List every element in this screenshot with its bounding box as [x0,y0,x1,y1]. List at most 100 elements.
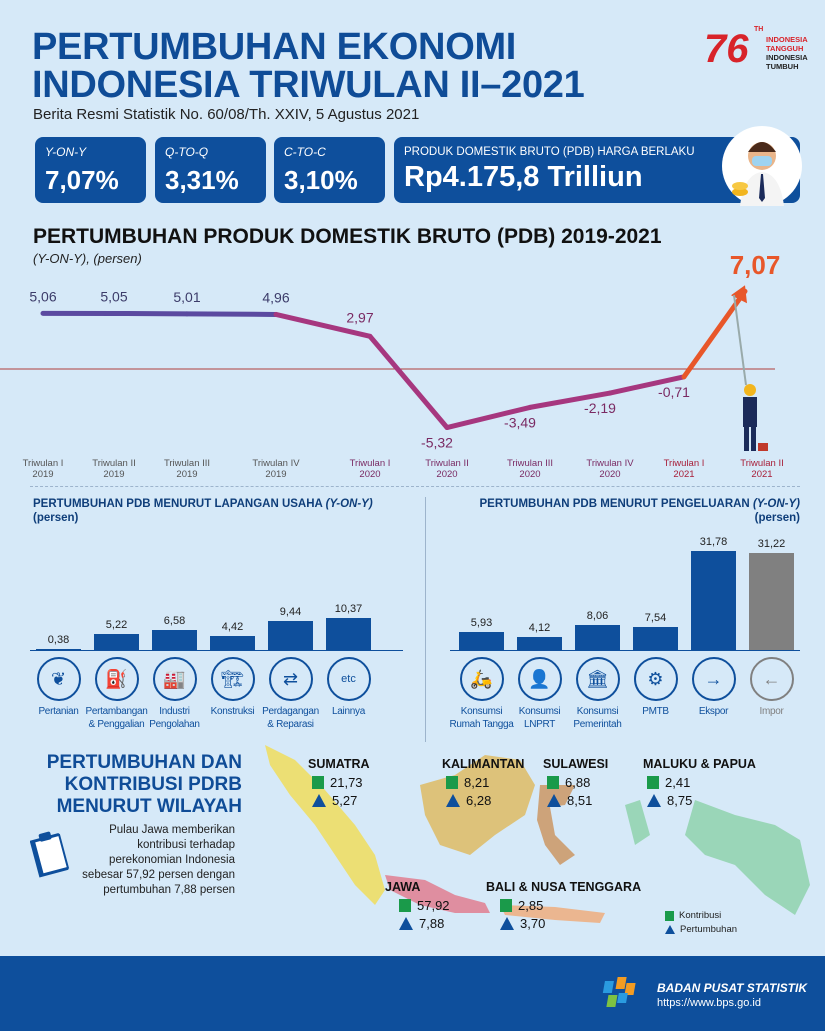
bar [210,636,255,650]
bps-url[interactable]: https://www.bps.go.id [657,997,761,1009]
kontribusi-row: 8,21 [442,775,524,790]
tick-quarter: Triwulan IV [586,458,634,469]
category-label-line: & Reparasi [267,719,314,730]
map-sumatra [265,745,385,905]
masked-businessman-illustration [722,126,802,206]
x-tick-label: Triwulan II 2020 [412,458,482,480]
tick-year: 2019 [265,469,287,480]
category-label: Pertanian [24,705,94,718]
green-square-icon [547,776,559,789]
green-square-icon [446,776,458,789]
category-label-line: Pemerintah [573,719,622,730]
legend-label: Pertumbuhan [680,924,738,935]
expenditure-chart-title: PERTUMBUHAN PDB MENURUT PENGELUARAN (Y-O… [479,497,800,525]
pertumbuhan-value: 6,28 [466,793,492,808]
bar [691,551,736,650]
region-name: SULAWESI [543,757,609,771]
footer [0,956,825,1031]
tick-year: 2019 [176,469,198,480]
data-label: 5,06 [29,288,56,304]
tick-quarter: Triwulan I [349,458,391,469]
line-chart-title: PERTUMBUHAN PRODUK DOMESTIK BRUTO (PDB) … [33,225,662,248]
green-square-icon [647,776,659,789]
bar [459,631,504,650]
legend-label: Kontribusi [679,910,722,921]
sector-chart-title: PERTUMBUHAN PDB MENURUT LAPANGAN USAHA (… [33,497,373,525]
card-label: C-TO-C [284,145,326,159]
title-em: (Y-ON-Y) [752,498,800,510]
bar [749,553,794,650]
logo-text: INDONESIA [766,53,808,62]
category-label-line: Ekspor [698,706,729,717]
category-label: Perdagangan & Reparasi [256,705,326,731]
clipboard-icon [29,828,72,878]
tick-year: 2019 [103,469,125,480]
crane-icon: 🏗 [210,657,255,701]
x-tick-label: Triwulan I 2021 [649,458,719,480]
category-label-line: Pertambangan [85,706,148,717]
map-legend: Kontribusi Pertumbuhan [665,910,737,938]
green-square-icon [312,776,324,789]
line-segment [273,311,373,339]
page-subtitle: Berita Resmi Statistik No. 60/08/Th. XXI… [33,106,420,123]
kontribusi-row: 57,92 [385,898,450,913]
tick-quarter: Triwulan IV [252,458,300,469]
bar-value-label: 4,42 [221,621,244,634]
x-tick-label: Triwulan IV 2019 [241,458,311,480]
logo-text: TANGGUH [766,44,804,53]
unit-label: (persen) [33,512,79,524]
region-maluku-papua: MALUKU & PAPUA 2,41 8,75 [643,757,756,808]
oil-pump-icon: ⛽ [94,657,139,701]
kontribusi-row: 21,73 [308,775,370,790]
bar-value-label: 5,22 [105,618,128,631]
bar-baseline [30,650,403,651]
panel-divider [425,497,426,742]
bar [517,637,562,650]
category-label-line: Pengolahan [149,719,200,730]
pertumbuhan-value: 8,75 [667,793,693,808]
government-building-icon: 🏛 [575,657,620,701]
bar [94,633,139,650]
pertumbuhan-row: 8,51 [543,793,608,808]
data-label: 7,07 [730,250,781,280]
category-label-line: Lainnya [332,706,365,717]
gdp-line-chart: 5,06 5,05 5,01 4,96 2,97 -5,32 -3,49 -2,19 -0,71… [0,250,781,451]
person-icon: 👤 [517,657,562,701]
bar [268,620,313,650]
bar-value-label: 8,06 [586,610,609,622]
tick-year: 2020 [519,469,541,480]
card-value: 7,07% [45,165,119,195]
pertumbuhan-row: 5,27 [308,793,370,808]
x-tick-label: Triwulan III 2020 [495,458,565,480]
kontribusi-value: 6,88 [565,775,591,790]
category-label-line: Konsumsi [518,706,561,717]
kontribusi-row: 6,88 [543,775,608,790]
category-label: Pertambangan & Penggalian [82,705,152,731]
x-tick-label: Triwulan II 2021 [727,458,797,480]
trade-icon: ⇄ [268,657,313,701]
map-sulawesi [537,785,575,865]
bar-value-label: 31,22 [757,538,786,551]
card-label: Q-TO-Q [165,145,209,159]
bar [633,626,678,650]
page-title: PERTUMBUHAN EKONOMI INDONESIA TRIWULAN II… [32,28,692,104]
legend-pertumbuhan: Pertumbuhan [665,924,737,935]
region-name: JAWA [385,880,421,894]
region-jawa: JAWA 57,92 7,88 [385,880,450,931]
category-label-line: Perdagangan [262,706,319,717]
bar-value-label: 6,58 [163,614,186,627]
bar-value-label: 10,37 [334,602,363,615]
card-value: Rp4.175,8 Trilliun [404,161,643,193]
line-segment [367,333,450,431]
category-label-line: LNPRT [523,719,556,730]
robot-arm-icon: ⚙ [633,657,678,701]
bps-name: BADAN PUSAT STATISTIK [657,981,807,995]
regional-note: Pulau Jawa memberikan kontribusi terhada… [82,824,235,896]
pertumbuhan-value: 8,51 [567,793,593,808]
tick-quarter: Triwulan II [92,458,136,469]
region-name: MALUKU & PAPUA [643,757,756,771]
bar-value-label: 7,54 [644,611,667,624]
category-label-line: & Penggalian [88,719,145,730]
category-label: Impor [737,705,807,718]
region-name: KALIMANTAN [442,757,525,771]
